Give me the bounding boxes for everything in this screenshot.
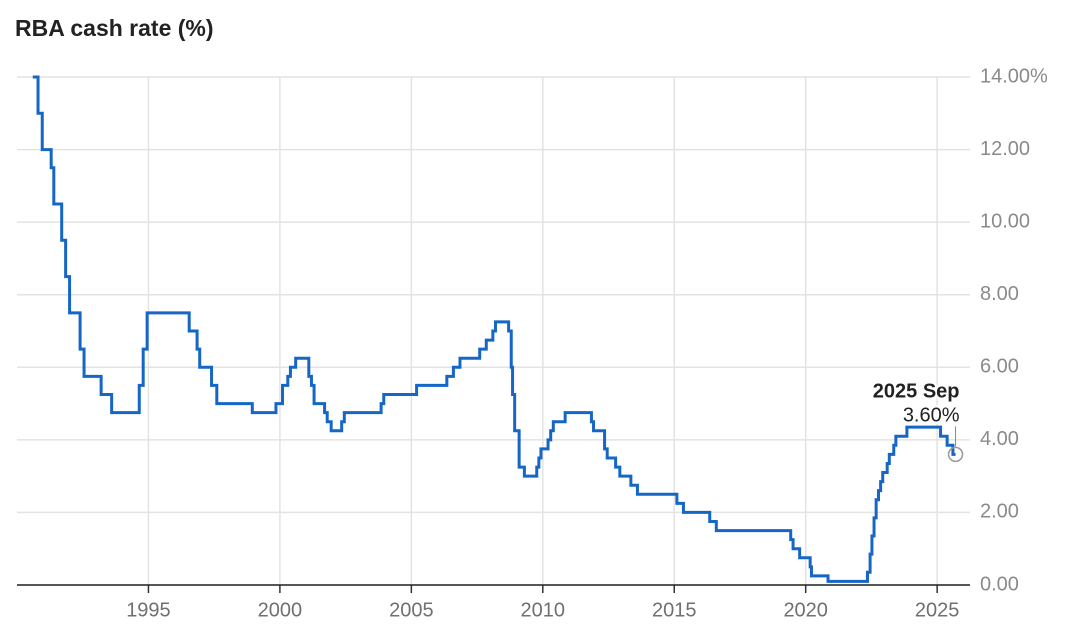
x-tick-label: 2015 bbox=[652, 599, 697, 621]
annotation-label: 3.60% bbox=[903, 405, 960, 427]
chart-title: RBA cash rate (%) bbox=[15, 15, 214, 41]
y-tick-label: 0.00 bbox=[980, 573, 1019, 595]
y-tick-label: 6.00 bbox=[980, 356, 1019, 378]
y-tick-label: 4.00 bbox=[980, 428, 1019, 450]
x-tick-label: 2005 bbox=[389, 599, 434, 621]
x-tick-label: 1995 bbox=[126, 599, 171, 621]
annotation-marker bbox=[947, 446, 964, 463]
annotation-title: 2025 Sep bbox=[873, 381, 960, 403]
line bbox=[32, 75, 956, 583]
x-tick-label: 2020 bbox=[783, 599, 828, 621]
y-tick-label: 12.00 bbox=[980, 138, 1030, 160]
y-tick-label: 14.00% bbox=[980, 65, 1048, 87]
x-tick-label: 2025 bbox=[915, 599, 960, 621]
y-tick-label: 10.00 bbox=[980, 210, 1030, 232]
x-tick-label: 2000 bbox=[258, 599, 303, 621]
x-tick-label: 2010 bbox=[521, 599, 566, 621]
y-tick-label: 2.00 bbox=[980, 501, 1019, 523]
y-tick-label: 8.00 bbox=[980, 283, 1019, 305]
